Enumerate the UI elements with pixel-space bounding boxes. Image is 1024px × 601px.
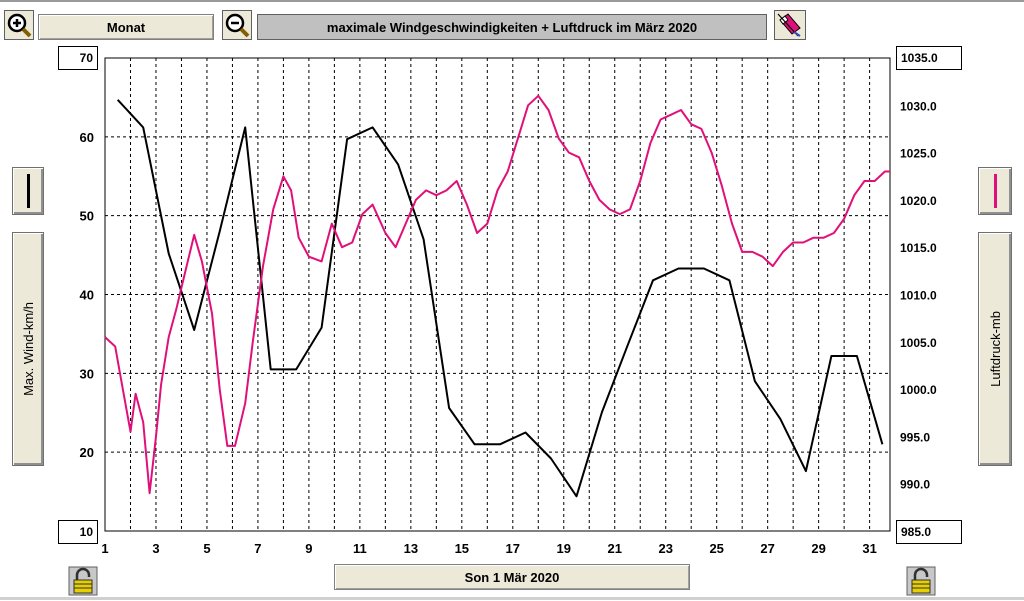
zoom-in-button[interactable] xyxy=(4,10,34,40)
left-axis-top-value[interactable]: 70 xyxy=(58,46,98,70)
left-series-legend-button[interactable] xyxy=(12,167,44,215)
x-tick-label: 15 xyxy=(455,541,469,556)
x-tick-label: 27 xyxy=(760,541,774,556)
x-tick-label: 9 xyxy=(305,541,312,556)
x-tick-label: 19 xyxy=(557,541,571,556)
x-tick-label: 21 xyxy=(608,541,622,556)
left-y-tick-label: 40 xyxy=(80,288,94,303)
x-tick-label: 17 xyxy=(506,541,520,556)
right-y-axis-ticks: 990.0 995.0 1000.0 1005.0 1010.0 1015.0 1020.0… xyxy=(900,99,937,491)
right-axis-label-button[interactable]: Luftdruck-mb xyxy=(978,232,1012,466)
window-bottom-border xyxy=(0,597,1024,600)
x-tick-label: 31 xyxy=(862,541,876,556)
right-axis-top-value[interactable]: 1035.0 xyxy=(896,46,962,70)
x-tick-label: 11 xyxy=(353,541,367,556)
x-axis-ticks: 1 3 5 7 9 11 13 15 17 19 21 23 25 27 29 31 xyxy=(101,541,876,556)
left-y-tick-label: 50 xyxy=(80,209,94,224)
x-tick-label: 29 xyxy=(811,541,825,556)
padlock-icon xyxy=(68,566,98,596)
magnifier-plus-icon xyxy=(7,13,32,38)
chart-series xyxy=(104,94,890,498)
eraser-tool-button[interactable] xyxy=(774,10,806,40)
padlock-icon xyxy=(906,566,936,596)
right-y-tick-label: 1020.0 xyxy=(900,194,937,208)
right-series-legend-button[interactable] xyxy=(978,167,1012,215)
right-lock-button[interactable] xyxy=(906,566,936,596)
left-axis-label-button[interactable]: Max. Wind-km/h xyxy=(12,232,44,466)
right-y-tick-label: 1010.0 xyxy=(900,289,937,303)
right-axis-bottom-value[interactable]: 985.0 xyxy=(896,520,962,544)
chart-grid xyxy=(104,57,891,532)
left-y-tick-label: 60 xyxy=(80,130,94,145)
right-y-tick-label: 990.0 xyxy=(900,478,930,492)
right-y-tick-label: 1025.0 xyxy=(900,147,937,161)
eraser-pencil-icon xyxy=(777,13,801,37)
right-y-tick-label: 1005.0 xyxy=(900,336,937,350)
x-tick-label: 13 xyxy=(404,541,418,556)
left-series-color-swatch xyxy=(26,174,30,208)
magnifier-minus-icon xyxy=(225,13,250,38)
zoom-out-button[interactable] xyxy=(222,10,252,40)
right-y-tick-label: 1030.0 xyxy=(900,99,937,113)
left-lock-button[interactable] xyxy=(68,566,98,596)
right-y-tick-label: 995.0 xyxy=(900,430,930,444)
x-tick-label: 3 xyxy=(152,541,159,556)
right-y-tick-label: 1015.0 xyxy=(900,241,937,255)
x-tick-label: 7 xyxy=(254,541,261,556)
window-top-border xyxy=(0,0,1024,2)
wind-series-line xyxy=(116,99,884,498)
left-y-axis-ticks: 20 30 40 50 60 xyxy=(80,130,94,460)
left-y-tick-label: 30 xyxy=(80,366,94,381)
x-tick-label: 23 xyxy=(658,541,672,556)
left-axis-bottom-value[interactable]: 10 xyxy=(58,520,98,544)
right-y-tick-label: 1000.0 xyxy=(900,383,937,397)
x-tick-label: 5 xyxy=(203,541,210,556)
right-series-color-swatch xyxy=(993,174,997,208)
period-button[interactable]: Monat xyxy=(38,14,214,40)
x-tick-label: 1 xyxy=(101,541,108,556)
pressure-series-line xyxy=(104,94,890,495)
x-tick-label: 25 xyxy=(709,541,723,556)
chart-title: maximale Windgeschwindigkeiten + Luftdru… xyxy=(257,14,767,40)
left-y-tick-label: 20 xyxy=(80,445,94,460)
date-button[interactable]: Son 1 Mär 2020 xyxy=(334,564,690,590)
